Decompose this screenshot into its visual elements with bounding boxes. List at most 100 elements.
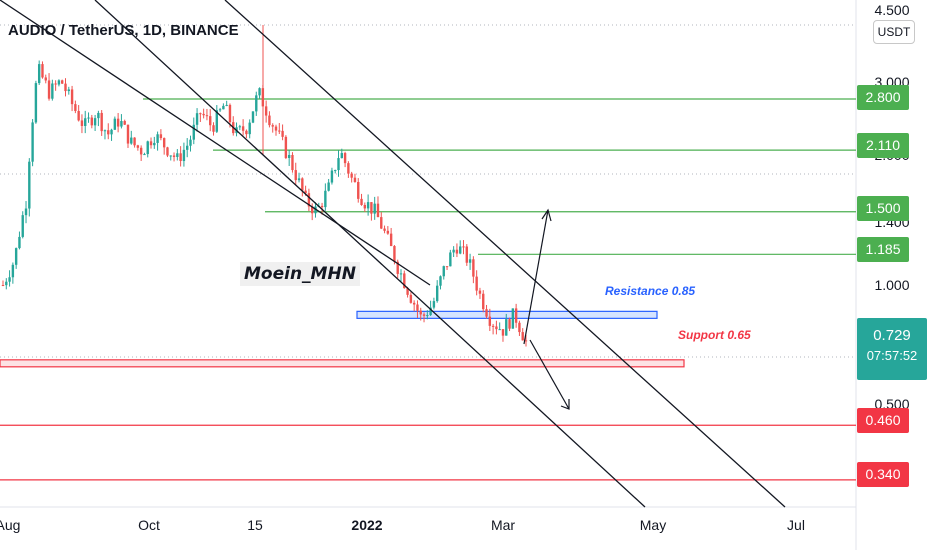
watermark-label: Moein_MHN: [240, 262, 360, 286]
candle: [340, 148, 343, 159]
candle: [47, 73, 51, 101]
candle: [419, 307, 422, 321]
candle: [350, 171, 353, 183]
candle: [77, 105, 80, 122]
candle: [172, 152, 176, 162]
candle: [337, 150, 340, 177]
x-tick-label: Mar: [491, 517, 515, 533]
channel-upper-line: [224, 0, 786, 508]
candle: [432, 297, 436, 310]
candle: [192, 117, 195, 145]
candle: [199, 112, 202, 122]
candle: [389, 227, 393, 247]
candle: [136, 144, 140, 151]
level-label-1500: 1.500: [857, 196, 909, 221]
candle: [100, 110, 103, 136]
candle: [186, 138, 189, 158]
candle: [110, 128, 113, 141]
candle: [353, 173, 357, 183]
candle: [238, 124, 242, 131]
candle: [360, 193, 363, 206]
candle: [209, 109, 212, 132]
candle: [14, 247, 18, 269]
x-tick-label: 15: [247, 517, 263, 533]
candle: [363, 202, 367, 212]
candle: [445, 266, 449, 270]
support-zone: [0, 359, 685, 368]
bar-countdown: 07:57:52: [866, 348, 918, 363]
candle: [281, 124, 284, 141]
candle: [162, 137, 166, 155]
candle: [488, 308, 492, 332]
candle: [508, 317, 511, 332]
candle: [521, 328, 524, 341]
candle: [51, 79, 54, 101]
current-price-box: 0.729 07:57:52: [857, 318, 927, 380]
candle: [291, 152, 294, 173]
candle: [103, 129, 107, 140]
candle: [93, 114, 97, 132]
candle: [146, 140, 149, 158]
candle: [501, 329, 505, 342]
candle: [169, 155, 172, 161]
candle: [324, 183, 327, 211]
candle: [310, 203, 314, 221]
channel-lower-line: [94, 0, 646, 508]
candle: [347, 161, 350, 178]
candle: [409, 292, 413, 304]
support-annotation: Support 0.65: [678, 328, 751, 342]
candle: [97, 110, 100, 127]
candle: [524, 334, 528, 347]
candle: [64, 78, 67, 97]
candle: [376, 196, 380, 218]
x-tick-label: Jul: [787, 517, 805, 533]
candle: [248, 119, 251, 139]
candle: [166, 146, 169, 158]
candle: [84, 110, 87, 134]
candle: [5, 278, 8, 290]
bullish-arrow-line: [523, 209, 549, 345]
candle: [301, 177, 304, 197]
candle: [143, 152, 146, 156]
current-price-value: 0.729: [873, 327, 911, 344]
level-label-2110: 2.110: [857, 133, 909, 158]
candle: [472, 256, 475, 284]
candle: [54, 80, 57, 91]
candle: [212, 122, 215, 136]
candle: [478, 287, 482, 299]
bearish-arrowhead: [560, 399, 570, 410]
candle: [287, 150, 291, 167]
candle: [258, 87, 261, 99]
candle: [218, 107, 222, 112]
candle: [202, 108, 205, 119]
candle: [24, 201, 28, 224]
candle: [330, 167, 334, 185]
candle: [264, 100, 268, 123]
candle: [11, 262, 15, 284]
candle: [156, 131, 159, 151]
candle: [44, 74, 47, 84]
level-label-2800: 2.800: [857, 85, 909, 110]
candle: [70, 85, 74, 112]
currency-button[interactable]: USDT: [873, 20, 915, 44]
candle: [1, 280, 5, 287]
candle: [241, 119, 245, 136]
candle: [31, 119, 34, 167]
candle: [334, 169, 337, 174]
candle: [90, 114, 94, 129]
candle: [222, 103, 225, 110]
candle: [373, 196, 376, 220]
candle: [435, 280, 439, 303]
channel-mid-line: [0, 0, 431, 286]
candle: [426, 310, 429, 320]
chart-title: AUDIO / TetherUS, 1D, BINANCE: [8, 22, 239, 39]
candle: [41, 61, 44, 79]
candle: [153, 136, 156, 149]
level-label-0340: 0.340: [857, 462, 909, 487]
candle: [176, 149, 179, 161]
candle: [465, 244, 468, 266]
candle: [459, 240, 462, 255]
candle: [123, 119, 126, 126]
candle: [383, 225, 386, 234]
